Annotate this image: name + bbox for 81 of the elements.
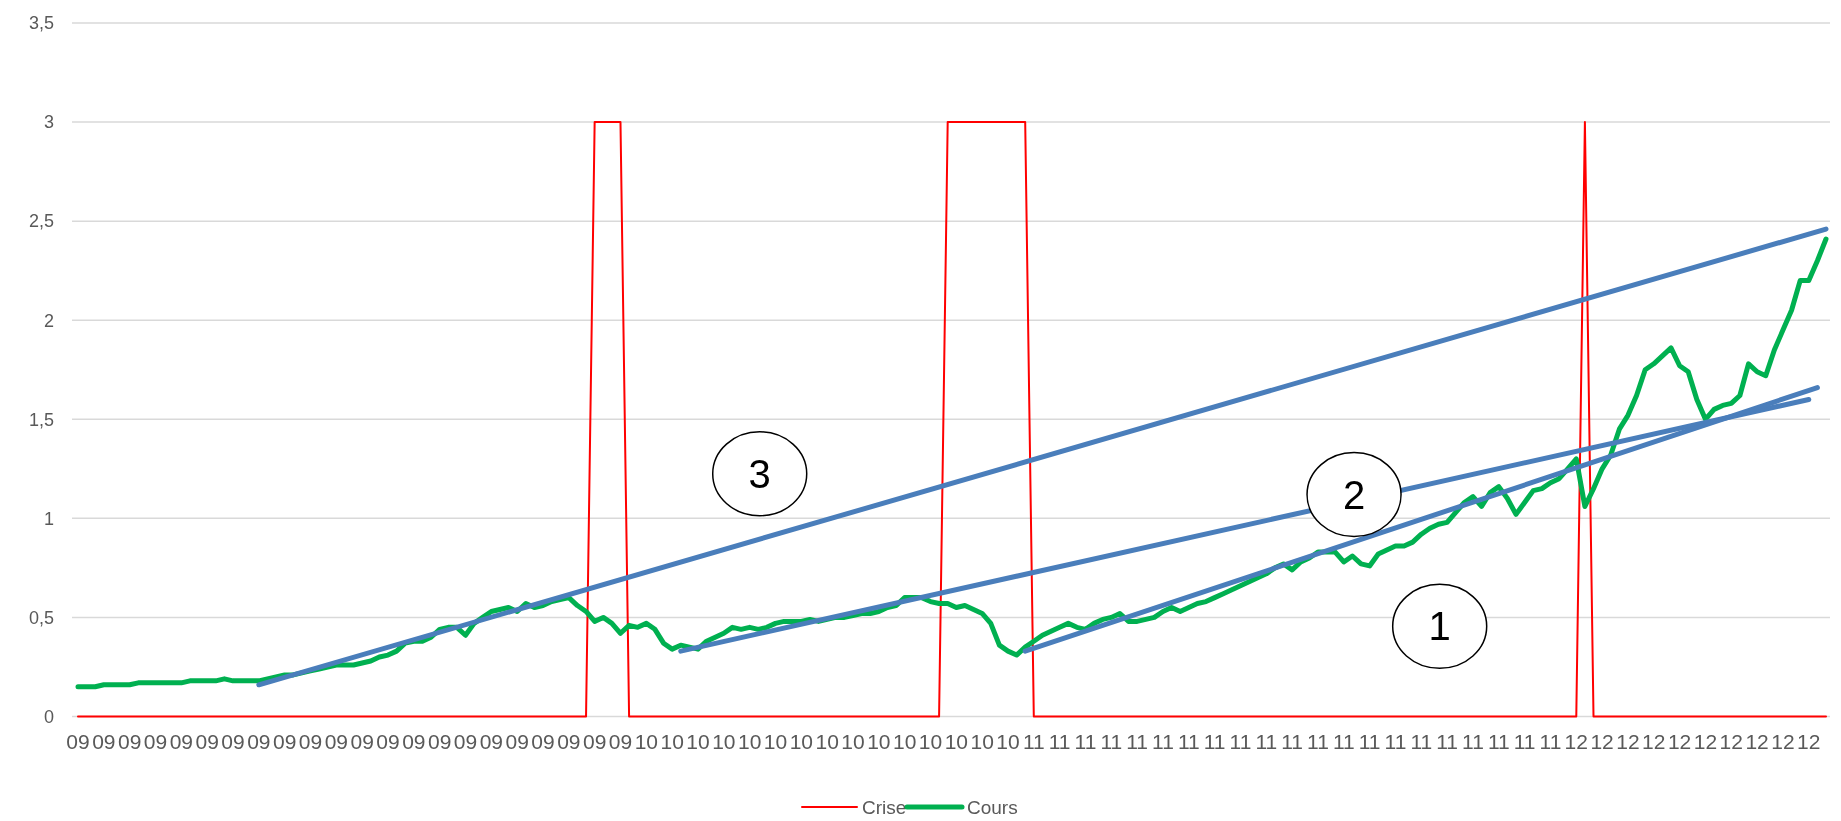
x-tick-label: 11: [1229, 729, 1252, 753]
x-tick-label: 10: [841, 729, 865, 753]
y-tick-label: 2: [43, 310, 54, 331]
x-tick-label: 11: [1022, 729, 1045, 753]
x-tick-label: 09: [557, 729, 581, 753]
y-tick-label: 1,5: [28, 409, 54, 430]
x-tick-label: 11: [1307, 729, 1329, 753]
x-tick-label: 09: [505, 729, 529, 753]
x-tick-label: 12: [1693, 729, 1718, 753]
y-tick-label: 1: [43, 508, 54, 529]
x-tick-label: 12: [1745, 729, 1769, 753]
x-tick-label: 09: [221, 729, 245, 753]
x-tick-label: 11: [1384, 729, 1407, 753]
x-tick-label: 10: [660, 729, 684, 753]
x-tick-label: 10: [918, 729, 943, 753]
x-tick-label: 09: [453, 729, 478, 753]
x-tick-label: 11: [1436, 729, 1459, 753]
annotation: 1: [1428, 604, 1451, 649]
x-tick-label: 12: [1719, 729, 1743, 753]
x-tick-label: 09: [247, 729, 271, 753]
x-tick-label: 10: [867, 729, 891, 753]
x-tick-label: 09: [66, 729, 90, 753]
x-tick-label: 10: [970, 729, 994, 753]
x-tick-label: 09: [143, 729, 168, 753]
x-tick-label: 09: [117, 729, 142, 753]
x-tick-label: 10: [789, 729, 813, 753]
x-tick-label: 09: [427, 729, 452, 753]
x-tick-label: 11: [1358, 729, 1381, 753]
x-tick-label: 09: [324, 729, 348, 753]
annotation: 2: [1342, 472, 1366, 517]
x-tick-label: 11: [1048, 729, 1071, 753]
legend-label: Cours: [967, 796, 1018, 818]
x-tick-label: 10: [737, 729, 762, 753]
y-tick-label: 0,5: [28, 607, 54, 628]
x-tick-label: 09: [402, 729, 426, 753]
x-tick-label: 10: [944, 729, 968, 753]
x-tick-label: 10: [815, 729, 839, 753]
x-tick-label: 09: [582, 729, 607, 753]
y-tick-label: 3,5: [28, 13, 54, 34]
x-tick-label: 10: [996, 729, 1020, 753]
x-tick-label: 11: [1487, 729, 1510, 753]
x-tick-label: 11: [1462, 729, 1484, 753]
x-tick-label: 11: [1513, 729, 1536, 753]
legend-label: Crise: [862, 796, 907, 818]
x-tick-label: 09: [608, 729, 633, 753]
x-tick-label: 09: [169, 729, 194, 753]
x-tick-label: 09: [195, 729, 219, 753]
x-tick-label: 11: [1100, 729, 1123, 753]
x-tick-label: 09: [531, 729, 555, 753]
x-tick-label: 12: [1590, 729, 1614, 753]
y-tick-label: 2,5: [28, 211, 54, 232]
y-tick-label: 0: [43, 706, 54, 727]
x-tick-label: 12: [1667, 729, 1692, 753]
x-tick-label: 10: [634, 729, 658, 753]
x-tick-label: 10: [763, 729, 788, 753]
x-tick-label: 11: [1332, 729, 1355, 753]
x-tick-label: 11: [1410, 729, 1433, 753]
x-tick-label: 09: [298, 729, 323, 753]
x-tick-label: 10: [686, 729, 710, 753]
x-tick-label: 11: [1281, 729, 1304, 753]
y-tick-label: 3: [43, 112, 54, 133]
x-tick-label: 11: [1255, 729, 1278, 753]
x-tick-label: 12: [1771, 729, 1795, 753]
x-tick-label: 11: [1074, 729, 1097, 753]
x-tick-label: 12: [1642, 729, 1666, 753]
x-tick-label: 09: [350, 729, 374, 753]
x-tick-label: 09: [376, 729, 400, 753]
annotation: 3: [748, 451, 771, 496]
x-tick-label: 12: [1616, 729, 1640, 753]
x-tick-label: 12: [1564, 729, 1588, 753]
x-tick-label: 11: [1177, 729, 1200, 753]
x-tick-label: 12: [1797, 729, 1821, 753]
x-tick-label: 10: [712, 729, 736, 753]
x-tick-label: 11: [1152, 729, 1174, 753]
x-tick-label: 09: [479, 729, 503, 753]
x-tick-label: 11: [1539, 729, 1562, 753]
x-tick-label: 11: [1203, 729, 1226, 753]
x-tick-label: 09: [92, 729, 116, 753]
x-tick-label: 10: [892, 729, 917, 753]
x-tick-label: 11: [1126, 729, 1149, 753]
x-tick-label: 09: [272, 729, 297, 753]
